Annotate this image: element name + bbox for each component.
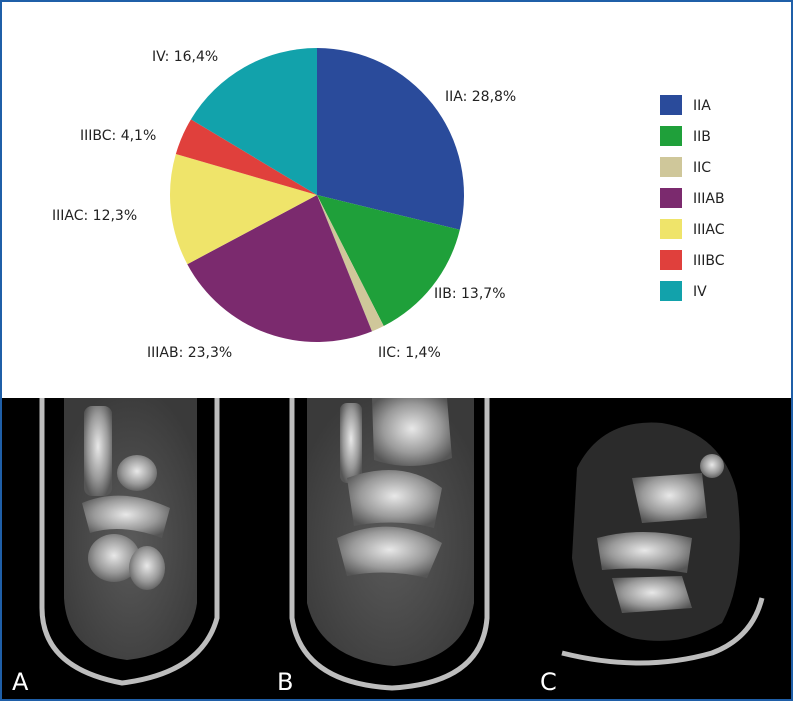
slice-label-iic: IIC: 1,4% xyxy=(378,345,441,361)
pie-slice-iic xyxy=(317,195,384,332)
pie-slices xyxy=(170,48,464,342)
panel-label-c: C xyxy=(540,668,557,696)
legend-label-iib: IIB xyxy=(693,129,711,145)
legend: IIA IIB IIC IIIAB IIIAC IIIBC IV xyxy=(660,95,725,301)
slice-label-iiibc: IIIBC: 4,1% xyxy=(80,128,156,144)
legend-swatch-iia xyxy=(660,95,682,115)
legend-swatch-iiiac xyxy=(660,219,682,239)
pie-chart: IIA: 28,8% IIB: 13,7% IIC: 1,4% IIIAB: 23,3… xyxy=(52,48,725,361)
slice-label-iib: IIB: 13,7% xyxy=(434,286,506,302)
legend-label-iv: IV xyxy=(693,284,707,300)
ct-scan-panel-a: A xyxy=(12,398,220,696)
pie-slice-labels: IIA: 28,8% IIB: 13,7% IIC: 1,4% IIIAB: 23,3… xyxy=(52,49,516,361)
pie-slice-iv xyxy=(190,48,317,195)
pie-slice-iib xyxy=(317,195,460,326)
legend-swatch-iic xyxy=(660,157,682,177)
legend-swatch-iiiab xyxy=(660,188,682,208)
legend-swatch-iiibc xyxy=(660,250,682,270)
legend-label-iiibc: IIIBC xyxy=(693,253,725,269)
ct-scan-panel-c: C xyxy=(540,422,765,696)
legend-swatch-iv xyxy=(660,281,682,301)
legend-label-iic: IIC xyxy=(693,160,711,176)
slice-label-iiiac: IIIAC: 12,3% xyxy=(52,208,137,224)
pie-slice-iiibc xyxy=(175,119,317,195)
legend-swatch-iib xyxy=(660,126,682,146)
pie-slice-iiiab xyxy=(187,195,372,342)
panel-label-a: A xyxy=(12,668,29,696)
slice-label-iiiab: IIIAB: 23,3% xyxy=(147,345,232,361)
ct-scan-panel-b: B xyxy=(277,398,490,696)
panel-label-b: B xyxy=(277,668,293,696)
legend-label-iia: IIA xyxy=(693,98,711,114)
pie-slice-iiiac xyxy=(170,153,317,265)
slice-label-iia: IIA: 28,8% xyxy=(445,89,516,105)
legend-label-iiiab: IIIAB xyxy=(693,191,725,207)
slice-label-iv: IV: 16,4% xyxy=(152,49,218,65)
ct-scan-images: A B C xyxy=(12,398,765,696)
pie-slice-iia xyxy=(317,48,464,230)
legend-label-iiiac: IIIAC xyxy=(693,222,725,238)
ct-scan-strip: A B C xyxy=(2,398,791,699)
